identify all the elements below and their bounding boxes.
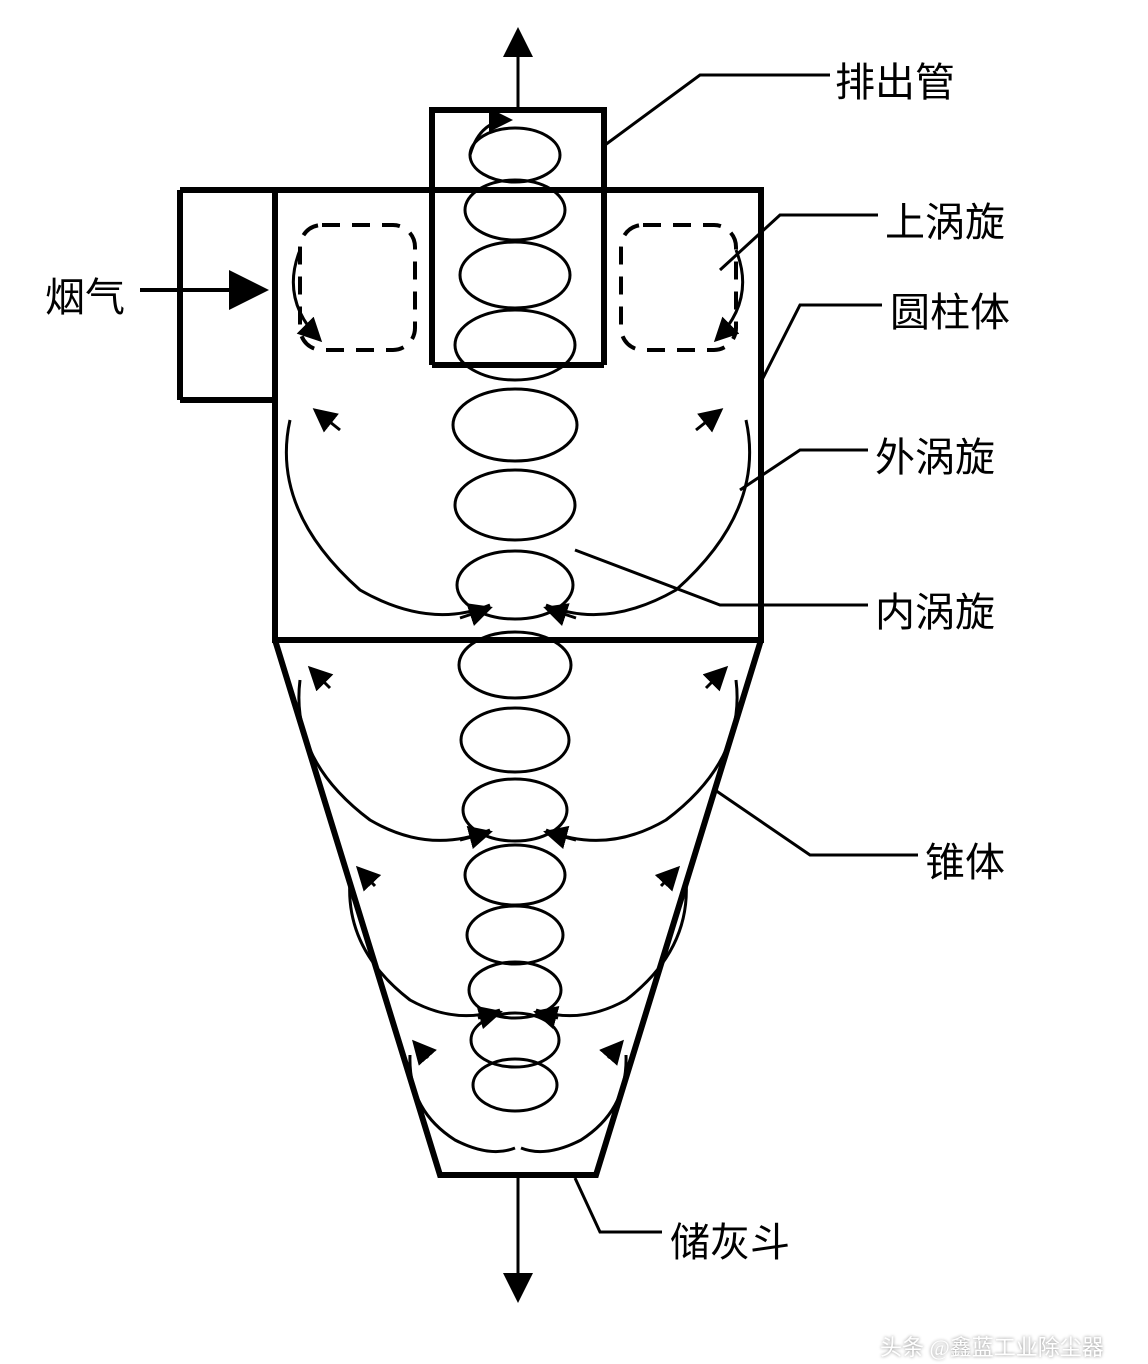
- label-flue-gas: 烟气: [45, 265, 125, 323]
- inlet-cross-right: [621, 225, 736, 350]
- exhaust-pipe: [432, 110, 604, 190]
- inlet-duct: [180, 190, 275, 400]
- label-inner-vortex: 内涡旋: [875, 580, 995, 638]
- label-ash-hopper: 储灰斗: [670, 1210, 790, 1268]
- label-exhaust-pipe: 排出管: [835, 50, 955, 108]
- label-upper-vortex: 上涡旋: [885, 190, 1005, 248]
- cylinder-body: [275, 190, 761, 640]
- leader-exhaust-pipe: [605, 75, 830, 145]
- label-outer-vortex: 外涡旋: [875, 425, 995, 483]
- leader-upper-vortex: [720, 215, 878, 270]
- leader-cylinder: [762, 305, 882, 380]
- label-cylinder: 圆柱体: [890, 280, 1010, 338]
- label-cone: 锥体: [925, 830, 1005, 888]
- leader-cone: [715, 790, 918, 855]
- watermark-text: 头条 @鑫蓝工业除尘器: [880, 1330, 1104, 1362]
- leader-ash-hopper: [575, 1178, 662, 1232]
- outer-vortex-upper: [286, 250, 749, 618]
- leader-inner-vortex: [575, 550, 868, 605]
- inlet-cross-left: [300, 225, 415, 350]
- outer-vortex-cone: [299, 668, 737, 1152]
- diagram-container: 排出管 上涡旋 烟气 圆柱体 外涡旋 内涡旋 锥体 储灰斗 头条 @鑫蓝工业除尘…: [0, 0, 1148, 1364]
